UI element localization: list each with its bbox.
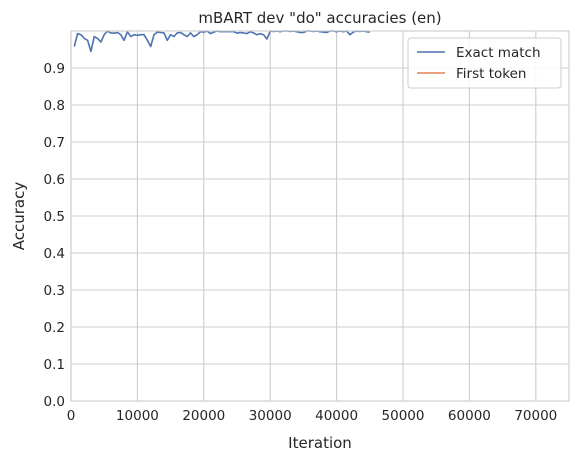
series-line-exact-match [73, 30, 370, 53]
y-tick-label: 0.8 [44, 98, 65, 114]
plot-frame [70, 30, 570, 402]
x-tick-label: 20000 [182, 408, 225, 424]
chart-title: mBART dev "do" accuracies (en) [198, 9, 441, 27]
y-axis-label: Accuracy [10, 182, 28, 251]
x-tick-label: 60000 [448, 408, 491, 424]
y-tick-label: 0.7 [44, 135, 65, 151]
series-layer [73, 30, 370, 53]
y-tick-label: 0.3 [44, 283, 65, 299]
y-tick-label: 0.5 [44, 209, 65, 225]
legend: Exact match First token [407, 37, 562, 89]
x-tick-label: 30000 [249, 408, 292, 424]
legend-box [407, 37, 562, 89]
y-tick-label: 0.0 [44, 394, 65, 410]
y-tick-label: 0.1 [44, 357, 65, 373]
x-tick-label: 70000 [514, 408, 557, 424]
x-axis-label: Iteration [288, 434, 352, 452]
y-tick-label: 0.9 [44, 61, 65, 77]
grid-lines [70, 31, 569, 402]
y-tick-label: 0.2 [44, 320, 65, 336]
legend-label: First token [456, 66, 526, 82]
x-axis-ticks: 0 10000 20000 30000 40000 50000 60000 70000 [67, 408, 558, 424]
y-axis-ticks: 0.0 0.1 0.2 0.3 0.4 0.5 0.6 0.7 0.8 0.9 [44, 61, 65, 410]
x-tick-label: 40000 [315, 408, 358, 424]
x-tick-label: 10000 [116, 408, 159, 424]
y-tick-label: 0.6 [44, 172, 65, 188]
x-tick-label: 0 [67, 408, 76, 424]
legend-label: Exact match [456, 45, 541, 61]
y-tick-label: 0.4 [44, 246, 65, 262]
x-tick-label: 50000 [382, 408, 425, 424]
